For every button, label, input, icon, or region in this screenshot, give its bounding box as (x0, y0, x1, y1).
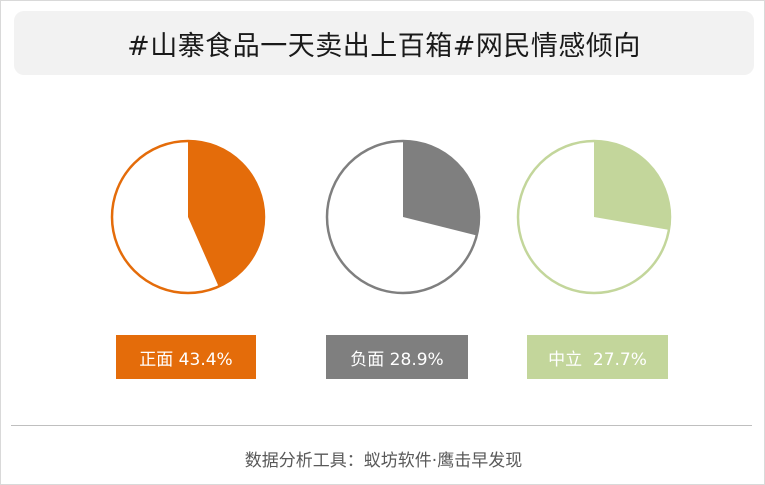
divider (11, 425, 752, 426)
label-positive-text: 正面 43.4% (139, 349, 233, 370)
pie-negative-svg (325, 139, 481, 295)
pie-positive-ring (110, 139, 266, 295)
chart-title: #山寨食品一天卖出上百箱#网民情感倾向 (127, 30, 641, 62)
pie-neutral-svg (516, 139, 672, 295)
pie-neutral (515, 138, 673, 296)
pie-negative-slice (403, 141, 480, 236)
pie-negative (324, 138, 482, 296)
pie-neutral-ring (516, 139, 672, 295)
label-positive: 正面 43.4% (116, 335, 256, 379)
pie-positive-svg (110, 139, 266, 295)
pie-positive (109, 138, 267, 296)
footer-source: 数据分析工具：蚁坊软件·鹰击早发现 (244, 451, 523, 471)
title-bar: #山寨食品一天卖出上百箱#网民情感倾向 (14, 11, 754, 75)
label-neutral-text: 中立 27.7% (548, 349, 647, 370)
pie-negative-ring (325, 139, 481, 295)
label-negative-text: 负面 28.9% (350, 349, 444, 370)
label-neutral: 中立 27.7% (527, 335, 668, 379)
pie-positive-slice (188, 141, 265, 287)
label-negative: 负面 28.9% (326, 335, 468, 379)
pie-neutral-slice (594, 141, 671, 230)
